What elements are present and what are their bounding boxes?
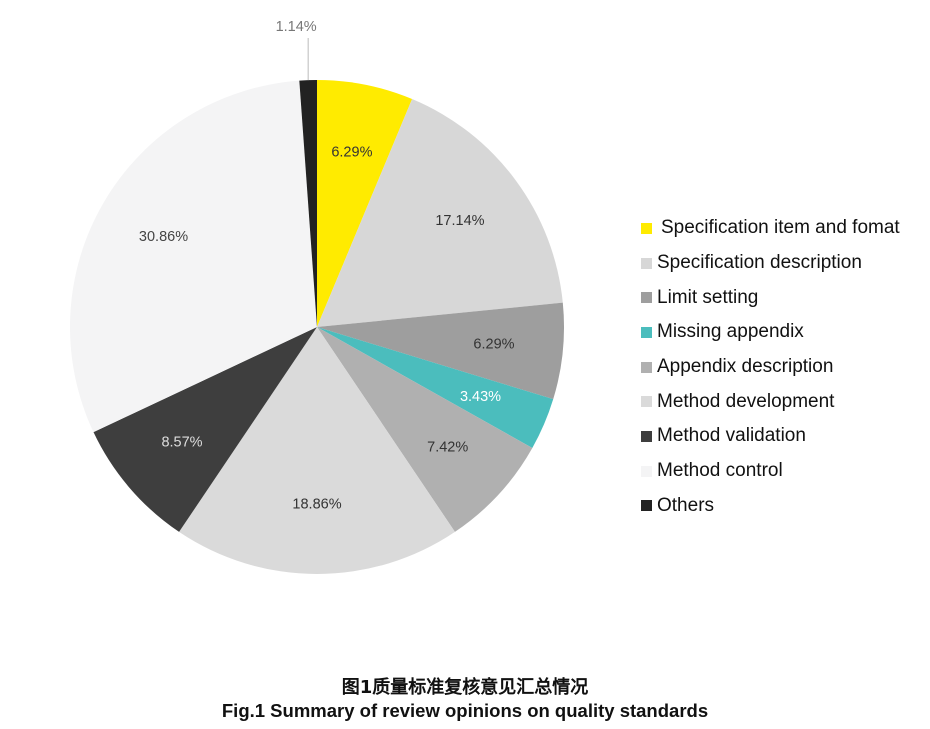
- pie-slices: [70, 80, 564, 574]
- figure-caption-english: Fig.1 Summary of review opinions on qual…: [221, 700, 709, 721]
- legend-swatch: [641, 465, 652, 477]
- slice-value-label: 30.86%: [139, 229, 188, 245]
- legend-item-appendix-description: Appendix description: [641, 350, 900, 385]
- legend-label: Method control: [657, 460, 783, 482]
- slice-value-label: 1.14%: [276, 19, 317, 35]
- legend-item-specification-item: Specification item and fomat: [641, 211, 900, 246]
- legend-item-method-validation: Method validation: [641, 419, 900, 454]
- legend-item-specification-description: Specification description: [641, 246, 900, 281]
- pie-slice: [317, 99, 563, 327]
- legend-item-method-control: Method control: [641, 454, 900, 489]
- legend-item-limit-setting: Limit setting: [641, 280, 900, 315]
- pie-slice: [299, 80, 317, 327]
- pie-slice: [317, 327, 533, 532]
- legend-swatch: [641, 292, 652, 304]
- pie-slice: [317, 302, 564, 400]
- legend-label: Appendix description: [657, 356, 834, 378]
- legend-swatch: [641, 396, 652, 408]
- pie-slice: [317, 327, 554, 449]
- legend-label: Method development: [657, 390, 835, 412]
- legend-item-method-development: Method development: [641, 384, 900, 419]
- slice-value-label: 3.43%: [460, 389, 501, 405]
- legend-swatch: [641, 222, 652, 234]
- pie-slice: [70, 80, 317, 433]
- legend-swatch: [641, 326, 652, 338]
- legend-label: Missing appendix: [657, 321, 804, 343]
- legend-swatch: [641, 361, 652, 373]
- figure-caption-chinese: 图1质量标准复核意见汇总情况: [341, 677, 589, 698]
- pie-slice: [93, 327, 317, 532]
- legend-label: Specification item and fomat: [661, 217, 900, 239]
- legend-swatch: [641, 430, 652, 442]
- legend-swatch: [641, 257, 652, 269]
- slice-value-label: 6.29%: [331, 144, 372, 160]
- pie-slice: [317, 80, 413, 327]
- legend: Specification item and fomat Specificati…: [641, 211, 900, 523]
- slice-value-label: 17.14%: [435, 213, 484, 229]
- legend-label: Others: [657, 494, 715, 516]
- legend-label: Limit setting: [657, 286, 759, 308]
- pie-labels: 6.29% 17.14% 6.29% 3.43% 7.42% 18.86% 8.57% 30.…: [139, 19, 515, 513]
- legend-item-others: Others: [641, 489, 900, 524]
- legend-swatch: [641, 500, 652, 512]
- slice-value-label: 18.86%: [292, 497, 341, 513]
- legend-item-missing-appendix: Missing appendix: [641, 315, 900, 350]
- legend-label: Specification description: [657, 252, 862, 274]
- slice-value-label: 8.57%: [161, 435, 202, 451]
- legend-label: Method validation: [657, 425, 806, 447]
- slice-value-label: 7.42%: [427, 439, 468, 455]
- slice-value-label: 6.29%: [473, 336, 514, 352]
- pie-slice: [179, 327, 455, 574]
